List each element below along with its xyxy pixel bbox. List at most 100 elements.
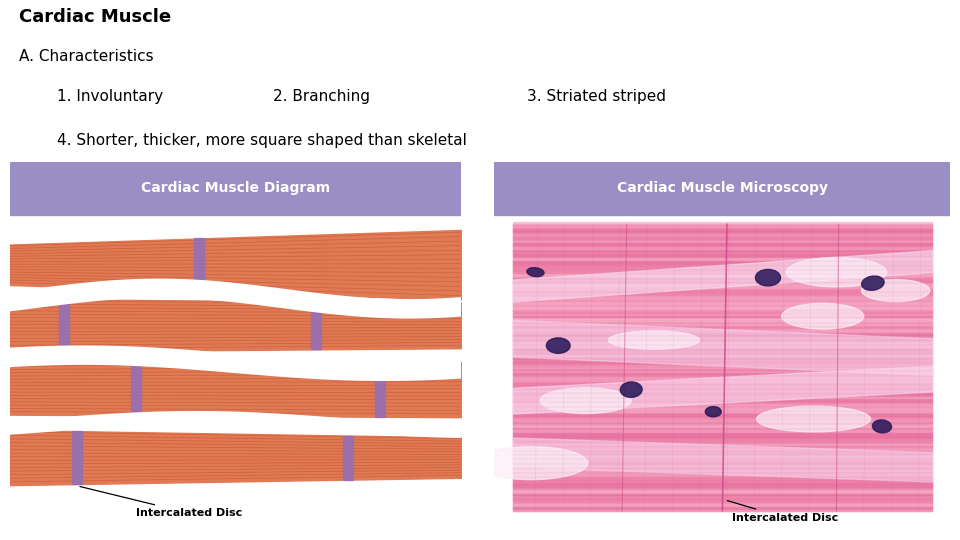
Bar	[513, 346, 932, 348]
Bar	[513, 456, 932, 458]
Ellipse shape	[620, 382, 642, 397]
Bar	[513, 273, 932, 275]
Bar	[513, 310, 932, 313]
Bar	[513, 244, 932, 246]
Bar	[513, 401, 932, 403]
Bar	[513, 262, 932, 264]
Bar	[513, 431, 932, 434]
Bar	[513, 317, 932, 319]
Bar	[513, 445, 932, 447]
Bar	[513, 390, 932, 392]
Text: 4. Shorter, thicker, more square shaped than skeletal: 4. Shorter, thicker, more square shaped …	[57, 133, 467, 148]
Bar	[311, 301, 322, 349]
Bar	[513, 330, 932, 333]
Bar	[513, 425, 932, 427]
Bar	[513, 225, 932, 511]
Bar	[513, 315, 932, 317]
Bar	[513, 333, 932, 335]
Bar	[513, 339, 932, 341]
Bar	[513, 396, 932, 399]
Text: Intercalated Disc: Intercalated Disc	[728, 501, 838, 523]
Text: 2. Branching: 2. Branching	[273, 89, 370, 104]
Bar	[513, 421, 932, 423]
Bar	[513, 306, 932, 308]
Bar	[513, 507, 932, 509]
Bar	[513, 414, 932, 416]
Bar	[513, 447, 932, 449]
Bar	[513, 238, 932, 240]
Bar	[513, 500, 932, 502]
Bar	[513, 328, 932, 330]
Text: Intercalated Disc: Intercalated Disc	[80, 487, 242, 518]
Bar	[72, 431, 83, 484]
Bar	[513, 264, 932, 266]
Bar	[513, 299, 932, 301]
Bar	[513, 385, 932, 388]
Bar	[513, 451, 932, 454]
Bar	[513, 323, 932, 326]
Bar	[513, 429, 932, 431]
Bar	[513, 376, 932, 379]
Bar	[513, 405, 932, 407]
Bar	[513, 363, 932, 366]
Bar	[513, 231, 932, 233]
Bar	[513, 313, 932, 315]
Bar	[513, 372, 932, 374]
Bar	[513, 242, 932, 244]
Bar	[513, 374, 932, 376]
Bar	[513, 495, 932, 498]
Bar	[513, 225, 932, 227]
Bar	[513, 291, 932, 293]
Bar	[513, 282, 932, 284]
Ellipse shape	[861, 280, 930, 301]
Ellipse shape	[474, 447, 588, 480]
Bar	[513, 255, 932, 258]
Bar	[513, 418, 932, 421]
Bar	[513, 303, 932, 306]
Bar	[513, 487, 932, 489]
Bar	[513, 271, 932, 273]
Bar	[513, 326, 932, 328]
Bar	[513, 502, 932, 504]
Bar	[513, 335, 932, 337]
Text: Cardiac Muscle: Cardiac Muscle	[19, 8, 171, 26]
Bar	[513, 489, 932, 491]
Bar	[513, 464, 932, 467]
Bar	[513, 394, 932, 396]
Bar	[513, 407, 932, 409]
Bar	[513, 288, 932, 291]
Bar	[513, 436, 932, 438]
Ellipse shape	[862, 276, 884, 291]
Bar	[513, 297, 932, 299]
Ellipse shape	[527, 268, 544, 276]
Bar	[513, 222, 932, 225]
Bar	[513, 478, 932, 480]
Bar	[513, 509, 932, 511]
Bar	[513, 370, 932, 372]
Bar	[513, 319, 932, 321]
Bar	[374, 362, 385, 417]
Bar	[513, 258, 932, 260]
Bar	[513, 392, 932, 394]
Bar	[513, 491, 932, 493]
Bar	[513, 449, 932, 451]
Bar	[513, 366, 932, 368]
Bar	[513, 284, 932, 286]
Bar	[513, 359, 932, 361]
Ellipse shape	[756, 269, 780, 286]
Bar	[513, 248, 932, 251]
Ellipse shape	[781, 303, 864, 329]
Bar	[513, 498, 932, 500]
Bar	[513, 469, 932, 471]
Text: A. Characteristics: A. Characteristics	[19, 49, 154, 64]
Bar	[513, 368, 932, 370]
Bar	[343, 436, 353, 480]
Bar	[513, 423, 932, 425]
Bar	[513, 388, 932, 390]
Bar	[513, 251, 932, 253]
Bar	[513, 293, 932, 295]
Ellipse shape	[609, 331, 700, 349]
Bar	[131, 364, 141, 415]
Text: Cardiac Muscle Microscopy: Cardiac Muscle Microscopy	[617, 181, 828, 195]
Ellipse shape	[873, 420, 892, 433]
